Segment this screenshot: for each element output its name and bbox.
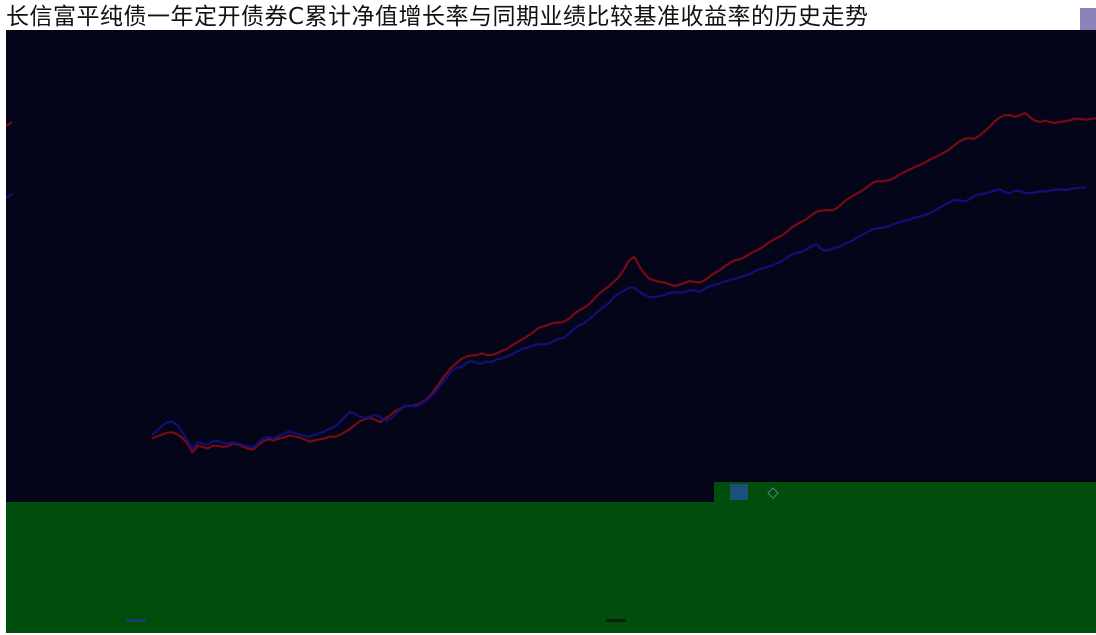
corner-block [1080,8,1096,32]
lower-panel [6,502,1096,633]
legend-swatch [730,484,748,500]
diamond-icon: ◇ [767,483,779,501]
line-chart [6,111,1096,454]
legend-mark [126,619,146,622]
series-edge-mark-2 [6,193,13,199]
plot-area [6,30,1096,502]
legend-strip [714,482,1096,502]
chart-title: 长信富平纯债一年定开债券C累计净值增长率与同期业绩比较基准收益率的历史走势 [6,4,869,30]
series-line-1 [151,111,1096,454]
legend-mark [606,619,626,622]
series-edge-mark-1 [6,121,13,127]
series-line-2 [151,186,1086,450]
